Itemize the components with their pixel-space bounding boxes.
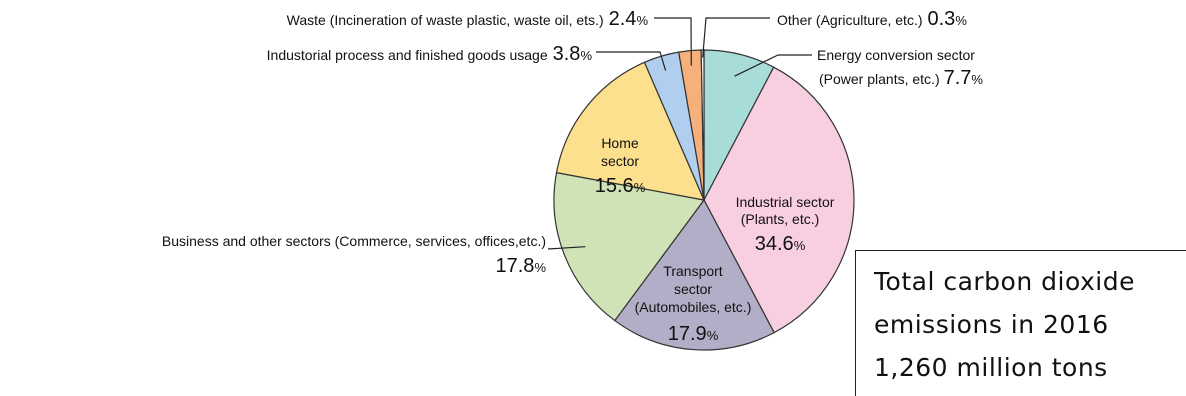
label-other: Other (Agriculture, etc.) 0.3% (777, 8, 967, 30)
label-business-value: 17.8% (496, 255, 547, 277)
total-line-3: 1,260 million tons (874, 353, 1108, 382)
total-line-1: Total carbon dioxide (874, 267, 1135, 296)
label-energy-line1: Energy conversion sector (817, 47, 975, 63)
pie-slice-home (555, 61, 705, 201)
label-home-value: 15.6% (595, 175, 646, 197)
label-transport-line3: (Automobiles, etc.) (635, 299, 752, 315)
label-home-line2: sector (601, 153, 639, 169)
label-industrial-line1: Industrial sector (736, 194, 835, 210)
leader-business (547, 246, 586, 250)
pie-slice-other (700, 49, 705, 201)
label-transport-value: 17.9% (668, 323, 719, 345)
label-transport-line2: sector (674, 281, 712, 297)
label-transport-line1: Transport (663, 263, 723, 279)
leader-process (596, 51, 667, 71)
pie-slice-transport (613, 198, 775, 351)
label-industrial-value: 34.6% (755, 233, 806, 255)
pie-slice-business (553, 171, 706, 322)
leader-lines (547, 17, 812, 250)
total-line-2: emissions in 2016 (874, 310, 1109, 339)
leader-other (702, 17, 770, 58)
label-home-line1: Home (601, 135, 639, 151)
pie-slice-industrial (703, 66, 855, 334)
total-emissions-box: Total carbon dioxide emissions in 2016 1… (855, 250, 1186, 396)
pie-slices (553, 49, 855, 351)
label-energy-value: (Power plants, etc.) 7.7% (819, 67, 983, 89)
label-process: Industorial process and finished goods u… (267, 43, 593, 65)
label-waste: Waste (Incineration of waste plastic, wa… (287, 8, 649, 30)
leader-energy (734, 54, 812, 77)
leader-waste (654, 17, 692, 66)
label-business-line1: Business and other sectors (Commerce, se… (162, 233, 546, 249)
label-industrial-line2: (Plants, etc.) (741, 211, 820, 227)
